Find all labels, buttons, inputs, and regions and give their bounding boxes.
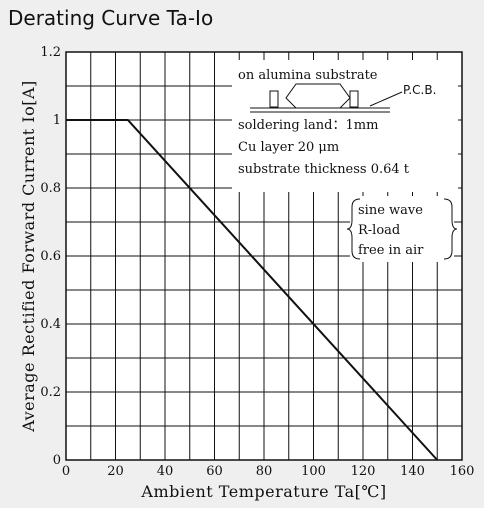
x-tick-label: 100 — [301, 464, 326, 479]
y-tick-label: 0 — [53, 453, 61, 468]
condition-free-in-air: free in air — [358, 243, 424, 258]
pcb-label: P.C.B. — [403, 83, 436, 97]
chart-title: Derating Curve Ta-Io — [8, 6, 214, 30]
y-tick-label: 0.8 — [40, 181, 61, 196]
y-tick-label: 0.6 — [40, 249, 61, 264]
conditions-box — [350, 196, 454, 262]
x-tick-label: 60 — [206, 464, 223, 479]
y-tick-label: 1 — [53, 113, 61, 128]
y-tick-label: 0.2 — [40, 385, 61, 400]
conditions-right-brace-icon — [443, 198, 458, 260]
x-tick-label: 140 — [400, 464, 425, 479]
conditions-left-brace-icon — [346, 198, 361, 260]
cu-layer-note: Cu layer 20 μm — [238, 140, 339, 155]
substrate-title: on alumina substrate — [238, 68, 378, 83]
x-tick-label: 120 — [351, 464, 376, 479]
substrate-diagram-icon — [250, 83, 403, 113]
x-tick-label: 20 — [107, 464, 124, 479]
x-axis-label: Ambient Temperature Ta[℃] — [140, 482, 386, 501]
x-tick-label: 0 — [62, 464, 70, 479]
x-tick-label: 160 — [450, 464, 475, 479]
derating-curve-line — [66, 119, 438, 461]
substrate-annotation-box — [232, 60, 458, 192]
y-tick-label: 1.2 — [40, 45, 61, 60]
plot-frame — [65, 51, 463, 461]
y-axis-label: Average Rectified Forward Current Io[A] — [19, 80, 38, 433]
x-tick-label: 40 — [157, 464, 174, 479]
substrate-thickness-note: substrate thickness 0.64 t — [238, 162, 410, 177]
condition-r-load: R-load — [358, 223, 400, 238]
y-tick-label: 0.4 — [40, 317, 61, 332]
x-tick-label: 80 — [256, 464, 273, 479]
soldering-land-note: soldering land：1mm — [238, 118, 378, 133]
condition-sine-wave: sine wave — [358, 203, 423, 218]
